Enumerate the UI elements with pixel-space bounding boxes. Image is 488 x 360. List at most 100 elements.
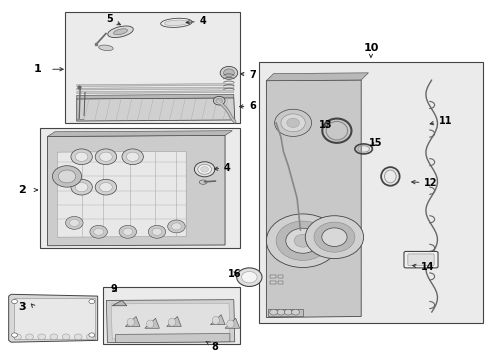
Circle shape bbox=[241, 271, 257, 283]
Circle shape bbox=[71, 149, 92, 165]
Circle shape bbox=[90, 225, 107, 238]
Circle shape bbox=[171, 223, 181, 230]
Circle shape bbox=[269, 309, 277, 315]
Circle shape bbox=[236, 268, 262, 287]
Circle shape bbox=[148, 225, 165, 238]
Ellipse shape bbox=[113, 29, 127, 35]
FancyBboxPatch shape bbox=[64, 12, 239, 123]
Ellipse shape bbox=[212, 316, 219, 324]
Text: 5: 5 bbox=[106, 14, 120, 25]
Text: 3: 3 bbox=[18, 302, 25, 312]
Polygon shape bbox=[266, 80, 361, 318]
Circle shape bbox=[65, 216, 83, 229]
Circle shape bbox=[281, 114, 305, 132]
Polygon shape bbox=[111, 303, 229, 339]
Circle shape bbox=[152, 228, 162, 235]
Text: 15: 15 bbox=[368, 138, 382, 148]
Bar bbox=[269, 281, 275, 284]
Text: 13: 13 bbox=[319, 120, 332, 130]
Ellipse shape bbox=[168, 318, 175, 326]
Ellipse shape bbox=[127, 318, 134, 326]
Circle shape bbox=[274, 109, 311, 136]
Bar bbox=[277, 281, 283, 284]
Ellipse shape bbox=[226, 320, 234, 328]
Ellipse shape bbox=[161, 18, 192, 27]
Text: 4: 4 bbox=[186, 16, 206, 26]
Text: 8: 8 bbox=[206, 342, 218, 352]
Ellipse shape bbox=[146, 320, 154, 328]
Circle shape bbox=[223, 69, 234, 77]
Polygon shape bbox=[112, 300, 126, 306]
Polygon shape bbox=[14, 298, 95, 339]
Polygon shape bbox=[47, 135, 224, 246]
Ellipse shape bbox=[199, 180, 206, 184]
Circle shape bbox=[69, 219, 79, 226]
Circle shape bbox=[75, 152, 88, 161]
Circle shape bbox=[100, 152, 112, 161]
FancyBboxPatch shape bbox=[103, 287, 239, 344]
Polygon shape bbox=[267, 309, 302, 316]
Circle shape bbox=[26, 334, 33, 340]
Polygon shape bbox=[106, 300, 234, 342]
Polygon shape bbox=[57, 152, 186, 237]
Polygon shape bbox=[125, 316, 140, 327]
FancyBboxPatch shape bbox=[407, 254, 433, 265]
Circle shape bbox=[277, 309, 285, 315]
Text: 4: 4 bbox=[214, 163, 230, 173]
Polygon shape bbox=[166, 316, 181, 327]
Polygon shape bbox=[77, 87, 233, 90]
Circle shape bbox=[89, 299, 95, 303]
Circle shape bbox=[293, 234, 311, 247]
Circle shape bbox=[286, 118, 299, 127]
Text: 11: 11 bbox=[429, 116, 451, 126]
Polygon shape bbox=[9, 294, 98, 342]
Text: 10: 10 bbox=[363, 43, 378, 53]
Circle shape bbox=[122, 149, 143, 165]
Polygon shape bbox=[266, 73, 368, 81]
Circle shape bbox=[284, 309, 291, 315]
Circle shape bbox=[52, 166, 81, 187]
Circle shape bbox=[285, 228, 319, 253]
Bar bbox=[277, 275, 283, 278]
Circle shape bbox=[50, 334, 58, 340]
FancyBboxPatch shape bbox=[259, 62, 482, 323]
Polygon shape bbox=[77, 84, 233, 86]
Circle shape bbox=[12, 333, 18, 337]
Circle shape bbox=[94, 228, 103, 235]
Circle shape bbox=[291, 309, 299, 315]
Circle shape bbox=[126, 152, 139, 161]
Text: 12: 12 bbox=[411, 178, 437, 188]
Text: 2: 2 bbox=[18, 185, 26, 195]
Circle shape bbox=[305, 216, 363, 258]
Circle shape bbox=[38, 334, 45, 340]
Polygon shape bbox=[47, 131, 232, 136]
Text: 6: 6 bbox=[239, 101, 256, 111]
Circle shape bbox=[95, 149, 116, 165]
Ellipse shape bbox=[164, 20, 188, 26]
Ellipse shape bbox=[198, 164, 211, 174]
Circle shape bbox=[321, 228, 346, 247]
Circle shape bbox=[71, 179, 92, 195]
Circle shape bbox=[122, 228, 132, 235]
Circle shape bbox=[220, 66, 237, 79]
Bar bbox=[269, 275, 275, 278]
Text: 1: 1 bbox=[34, 64, 41, 74]
Circle shape bbox=[74, 334, 82, 340]
FancyBboxPatch shape bbox=[40, 128, 239, 248]
Polygon shape bbox=[224, 318, 239, 328]
Ellipse shape bbox=[213, 96, 224, 105]
Circle shape bbox=[266, 214, 339, 267]
Circle shape bbox=[89, 333, 95, 337]
Circle shape bbox=[62, 334, 70, 340]
Text: 14: 14 bbox=[412, 262, 433, 272]
Circle shape bbox=[313, 222, 354, 252]
Text: 16: 16 bbox=[227, 269, 241, 279]
Circle shape bbox=[12, 299, 18, 303]
Polygon shape bbox=[144, 318, 159, 328]
Circle shape bbox=[100, 183, 112, 192]
Polygon shape bbox=[210, 315, 224, 325]
Polygon shape bbox=[77, 91, 233, 94]
Circle shape bbox=[95, 179, 116, 195]
FancyBboxPatch shape bbox=[403, 251, 437, 268]
Polygon shape bbox=[77, 94, 233, 99]
